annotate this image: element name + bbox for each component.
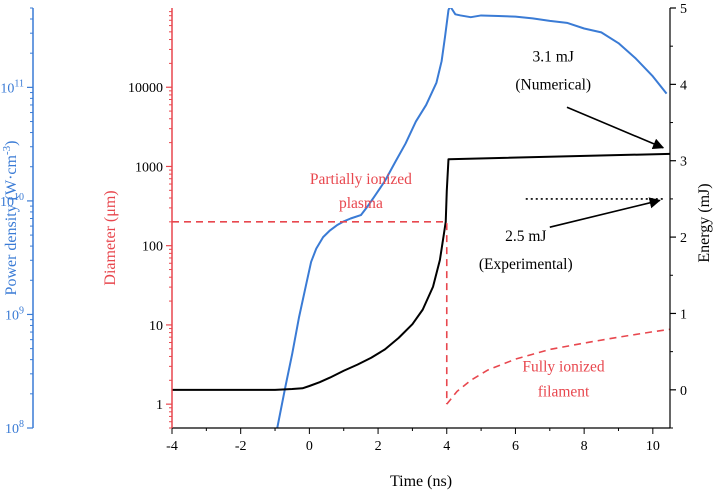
annotation-text: 3.1 mJ: [533, 48, 574, 65]
annotation-arrow: [566, 106, 665, 149]
series-line-4: [446, 328, 670, 405]
x-axis-title: Time (ns): [390, 473, 452, 490]
energy-tick-label: 2: [680, 231, 687, 246]
annotation-arrow: [549, 197, 661, 228]
energy-tick-label: 5: [680, 2, 687, 17]
series-line-0: [276, 8, 668, 428]
power-tick-label: 1011: [0, 78, 24, 96]
x-tick-label: 8: [581, 439, 588, 454]
series-layer: [172, 8, 670, 428]
power-tick-label: 1010: [0, 192, 24, 210]
energy-tick-label: 3: [680, 155, 687, 170]
diameter-tick-label: 10: [149, 319, 163, 334]
annotation-text: plasma: [339, 195, 383, 212]
series-line-1: [172, 152, 670, 391]
energy-axis-title: Energy (mJ): [696, 183, 713, 262]
annotation-text: 2.5 mJ: [505, 228, 546, 245]
power-tick-label: 108: [5, 419, 24, 437]
x-tick-label: -2: [235, 439, 247, 454]
annotation-text: (Numerical): [515, 77, 591, 94]
x-tick-label: 6: [512, 439, 519, 454]
annotation-text: filament: [538, 383, 590, 400]
diameter-tick-label: 100: [142, 240, 163, 255]
diameter-tick-label: 1: [156, 398, 163, 413]
annotation-text: Partially ionized: [310, 171, 412, 188]
series-line-3: [172, 221, 448, 405]
x-tick-label: 4: [443, 439, 450, 454]
power-axis-title: Power density (W·cm-3): [1, 141, 20, 296]
energy-tick-label: 1: [680, 307, 687, 322]
diameter-axis-title: Diameter (μm): [102, 190, 119, 285]
x-tick-label: 2: [375, 439, 382, 454]
annotation-text: (Experimental): [479, 256, 573, 273]
diameter-tick-label: 1000: [135, 160, 163, 175]
diameter-tick-label: 10000: [128, 81, 163, 96]
energy-tick-label: 4: [680, 78, 687, 93]
annotation-text: Fully ionized: [522, 358, 604, 375]
x-tick-label: 10: [646, 439, 660, 454]
axis-titles-layer: Time (ns) Power density (W·cm-3) Diameter …: [1, 141, 713, 490]
energy-tick-label: 0: [680, 384, 687, 399]
x-tick-label: -4: [166, 439, 178, 454]
power-tick-label: 109: [5, 305, 24, 323]
axes-layer: -4 -2 0 2 4 6 8 1010810910101011110100100010000…: [0, 2, 687, 454]
x-tick-label: 0: [306, 439, 313, 454]
annotations-layer: Partially ionized plasma Fully ionized fila…: [310, 48, 665, 400]
